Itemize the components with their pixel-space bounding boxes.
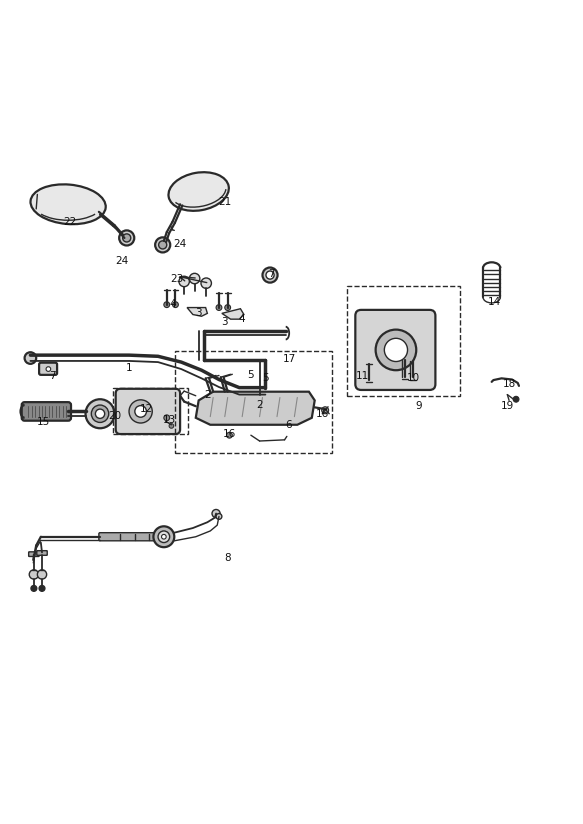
Text: 13: 13	[163, 414, 176, 424]
FancyBboxPatch shape	[355, 310, 436, 390]
Text: 3: 3	[195, 308, 202, 318]
Text: 15: 15	[37, 417, 50, 427]
Circle shape	[155, 237, 170, 252]
Text: 1: 1	[126, 363, 132, 373]
Circle shape	[216, 305, 222, 311]
Circle shape	[29, 570, 38, 579]
Text: 19: 19	[501, 401, 514, 411]
Text: 20: 20	[108, 411, 122, 421]
FancyBboxPatch shape	[37, 550, 47, 555]
Text: 2: 2	[257, 400, 263, 410]
Text: 8: 8	[224, 553, 231, 564]
Circle shape	[24, 352, 36, 364]
Text: 21: 21	[218, 197, 231, 207]
Text: 5: 5	[262, 373, 269, 383]
Circle shape	[135, 405, 146, 417]
Text: 22: 22	[63, 217, 76, 227]
Circle shape	[227, 433, 232, 438]
Circle shape	[173, 302, 178, 307]
Circle shape	[513, 396, 519, 402]
Text: 23: 23	[170, 274, 183, 283]
Text: 5: 5	[248, 371, 254, 381]
Text: 7: 7	[268, 269, 275, 279]
Text: 4: 4	[239, 314, 245, 324]
Circle shape	[96, 409, 105, 419]
Text: 16: 16	[223, 429, 236, 439]
Circle shape	[266, 271, 274, 279]
Polygon shape	[222, 309, 244, 319]
Circle shape	[262, 268, 278, 283]
Text: 18: 18	[503, 379, 516, 389]
Circle shape	[31, 586, 37, 592]
Circle shape	[158, 531, 170, 542]
Circle shape	[216, 513, 222, 519]
FancyBboxPatch shape	[39, 363, 57, 375]
Circle shape	[92, 405, 109, 423]
Text: 17: 17	[283, 353, 296, 363]
Text: 11: 11	[356, 371, 369, 381]
Circle shape	[169, 424, 174, 428]
Circle shape	[129, 400, 152, 423]
Circle shape	[159, 241, 167, 249]
Text: 24: 24	[174, 239, 187, 249]
Polygon shape	[187, 307, 208, 316]
Text: 3: 3	[222, 317, 228, 327]
Circle shape	[225, 305, 231, 311]
Circle shape	[46, 367, 51, 372]
Circle shape	[322, 407, 329, 414]
Text: 4: 4	[169, 299, 176, 309]
Circle shape	[37, 570, 47, 579]
Circle shape	[39, 586, 45, 592]
Text: 14: 14	[488, 297, 501, 307]
Polygon shape	[196, 391, 315, 424]
FancyBboxPatch shape	[99, 532, 162, 541]
Text: 9: 9	[416, 401, 423, 411]
Bar	[175, 351, 332, 452]
Text: 16: 16	[316, 409, 329, 419]
Text: 6: 6	[285, 419, 292, 430]
FancyBboxPatch shape	[22, 402, 71, 421]
Circle shape	[212, 509, 220, 517]
Text: 2: 2	[204, 390, 210, 400]
Ellipse shape	[30, 185, 106, 224]
Text: 7: 7	[49, 371, 56, 381]
Bar	[113, 387, 188, 434]
Bar	[347, 285, 460, 396]
Circle shape	[164, 302, 170, 307]
Circle shape	[119, 231, 134, 246]
FancyBboxPatch shape	[29, 552, 39, 556]
Circle shape	[179, 276, 189, 287]
Circle shape	[153, 527, 174, 547]
FancyBboxPatch shape	[115, 389, 180, 434]
Circle shape	[86, 400, 114, 428]
Ellipse shape	[168, 172, 229, 211]
Circle shape	[161, 535, 166, 539]
Circle shape	[384, 339, 408, 362]
Circle shape	[201, 278, 212, 288]
Circle shape	[375, 330, 416, 370]
Circle shape	[189, 274, 200, 283]
Circle shape	[164, 415, 170, 421]
Text: 12: 12	[140, 404, 153, 414]
Text: 10: 10	[407, 373, 420, 383]
Circle shape	[122, 234, 131, 242]
Text: 24: 24	[115, 256, 128, 266]
